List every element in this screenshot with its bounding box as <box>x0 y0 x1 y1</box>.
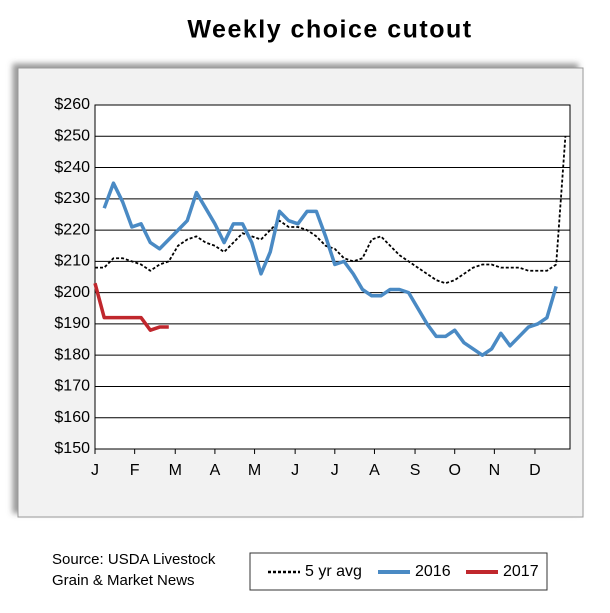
y-tick-label: $180 <box>54 346 90 363</box>
series-line <box>93 282 169 332</box>
x-tick-label: A <box>210 462 221 479</box>
y-tick-label: $190 <box>54 315 90 332</box>
y-tick-label: $230 <box>54 190 90 207</box>
y-tick-label: $220 <box>54 221 90 238</box>
x-tick-label: D <box>529 462 541 479</box>
source: Source: USDA Livestock <box>52 551 216 568</box>
chart-title: Weekly choice cutout <box>187 16 472 44</box>
x-tick-label: F <box>130 462 140 479</box>
x-tick-label: J <box>291 462 299 479</box>
y-tick-label: $260 <box>54 96 90 113</box>
x-tick-label: J <box>91 462 99 479</box>
source: Grain & Market News <box>52 572 195 589</box>
x-tick-label: O <box>448 462 460 479</box>
y-tick-label: $160 <box>54 409 90 426</box>
y-tick-label: $150 <box>54 440 90 457</box>
x-tick-label: J <box>331 462 339 479</box>
legend-label: 2017 <box>503 563 539 580</box>
x-tick-label: S <box>410 462 421 479</box>
y-tick-label: $250 <box>54 127 90 144</box>
x-tick-label: M <box>248 462 261 479</box>
y-tick-label: $200 <box>54 284 90 301</box>
y-tick-label: $210 <box>54 253 90 270</box>
y-tick-label: $170 <box>54 378 90 395</box>
x-tick-label: N <box>489 462 501 479</box>
series-line <box>102 181 558 357</box>
y-tick-label: $240 <box>54 159 90 176</box>
legend-label: 5 yr avg <box>305 563 362 580</box>
x-tick-label: M <box>169 462 182 479</box>
x-tick-label: A <box>369 462 380 479</box>
legend-label: 2016 <box>415 563 451 580</box>
plot-area <box>94 104 571 450</box>
